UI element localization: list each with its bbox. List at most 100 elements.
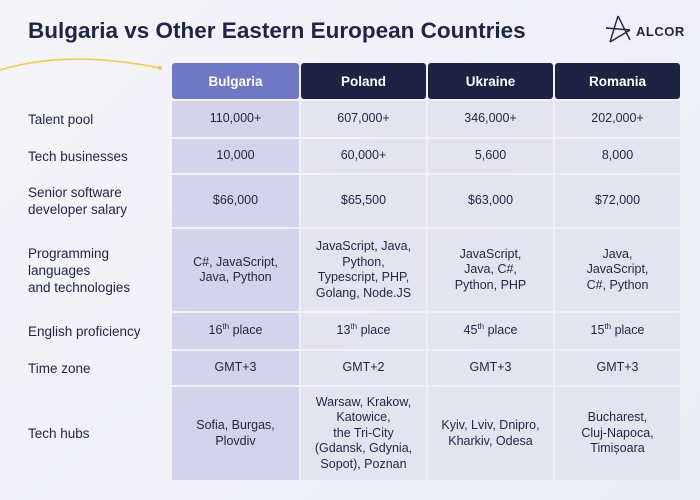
text: Poland (340, 73, 386, 89)
row-label: Senior software developer salary (28, 175, 168, 227)
column-header: Poland (301, 63, 426, 99)
row-label: Programming languages and technologies (28, 229, 168, 311)
text: Golang, Node.JS (315, 285, 412, 300)
text: Java, C#, (464, 262, 517, 277)
cell: 16th place (172, 313, 299, 349)
text: GMT+3 (596, 360, 639, 375)
cell: 45th place (428, 313, 553, 349)
text: 60,000+ (340, 148, 387, 163)
text: th (477, 322, 485, 332)
text: the Tri-City (333, 425, 394, 440)
cell: Bucharest, Cluj-Napoca, Timișoara (555, 387, 680, 480)
text: Katowice, (336, 410, 391, 425)
text: and technologies (28, 279, 131, 295)
cell: Java, JavaScript, C#, Python (555, 229, 680, 311)
text: Java, Python (199, 270, 272, 284)
cell: Warsaw, Krakow, Katowice, the Tri-City (Gda… (301, 387, 426, 480)
text: 5,600 (474, 148, 507, 163)
title: Bulgaria vs Other Eastern European Count… (28, 18, 526, 43)
cell: GMT+3 (172, 351, 299, 385)
text: JavaScript, (459, 246, 522, 261)
text: Sopot), Poznan (320, 456, 407, 471)
text: Bulgaria (208, 73, 263, 89)
text: GMT+3 (469, 360, 512, 375)
text: Timișoara (590, 441, 645, 456)
text: th (222, 322, 230, 332)
text: place (229, 323, 263, 338)
text: place (357, 323, 391, 338)
text: 13 (336, 323, 351, 338)
text: Romania (588, 73, 646, 89)
text: $66,000 (212, 193, 259, 208)
text: GMT+3 (214, 360, 257, 375)
row-label: Time zone (28, 351, 168, 385)
cell: 5,600 (428, 139, 553, 173)
text: Sofia, Burgas, (196, 418, 275, 432)
text: 202,000+ (591, 111, 644, 126)
text: 10,000 (216, 148, 255, 163)
text-line: 13th place (337, 323, 391, 339)
cell: 607,000+ (301, 101, 426, 137)
text: JavaScript, (586, 262, 649, 277)
cell: JavaScript, Java, C#, Python, PHP (428, 229, 553, 311)
text-line: 15th place (591, 323, 645, 339)
cell: GMT+2 (301, 351, 426, 385)
column-header: Ukraine (428, 63, 553, 99)
row-label: Talent pool (28, 101, 168, 137)
text: Bucharest, (587, 410, 648, 425)
cell: JavaScript, Java, Python, Typescript, PHP,… (301, 229, 426, 311)
text: Kharkiv, Odesa (448, 433, 533, 448)
text: Python, (342, 254, 385, 269)
text: GMT+2 (342, 360, 385, 375)
text: C#, Python (586, 277, 649, 292)
cell: 346,000+ (428, 101, 553, 137)
text: 8,000 (601, 148, 634, 163)
text: Talent pool (28, 111, 94, 127)
text: Tech businesses (28, 148, 128, 164)
cell: $63,000 (428, 175, 553, 227)
text: 45 (463, 323, 478, 338)
text: C#, JavaScript, (193, 254, 278, 269)
text: Cluj-Napoca, (581, 425, 654, 440)
cell: GMT+3 (428, 351, 553, 385)
text: Senior software (28, 185, 122, 200)
cell: Sofia, Burgas, Plovdiv (172, 387, 299, 480)
text: th (604, 322, 612, 332)
text: Time zone (28, 360, 91, 376)
text-line: 16th place (209, 323, 263, 339)
text: languages (28, 262, 91, 278)
text: 16 (208, 323, 223, 338)
column-header: Bulgaria (172, 63, 299, 99)
text: $63,000 (467, 193, 514, 208)
text: th (350, 322, 358, 332)
text: place (484, 323, 518, 338)
cell: $72,000 (555, 175, 680, 227)
row-label: Tech businesses (28, 139, 168, 173)
text: Programming (28, 245, 110, 261)
text: 15 (590, 323, 605, 338)
cell: GMT+3 (555, 351, 680, 385)
cell: 8,000 (555, 139, 680, 173)
text: 110,000+ (209, 111, 262, 126)
decoration (0, 15, 631, 71)
row-label: English proficiency (28, 313, 168, 349)
text: English proficiency (28, 323, 141, 339)
text: Typescript, PHP, (317, 270, 410, 284)
text: Python, PHP (454, 277, 527, 292)
text: Kyiv, Lviv, Dnipro, (441, 418, 540, 432)
cell: 13th place (301, 313, 426, 349)
row-label: Tech hubs (28, 387, 168, 480)
logo: ALCOR (636, 24, 685, 39)
text: $65,500 (340, 193, 387, 208)
text: Ukraine (465, 73, 516, 89)
text: JavaScript, Java, (315, 239, 412, 253)
text: place (611, 323, 645, 338)
text: Plovdiv (215, 433, 256, 448)
column-header: Romania (555, 63, 680, 99)
cell: $65,500 (301, 175, 426, 227)
cell: 60,000+ (301, 139, 426, 173)
cell: 202,000+ (555, 101, 680, 137)
cell: 10,000 (172, 139, 299, 173)
cell: $66,000 (172, 175, 299, 227)
cell: 15th place (555, 313, 680, 349)
